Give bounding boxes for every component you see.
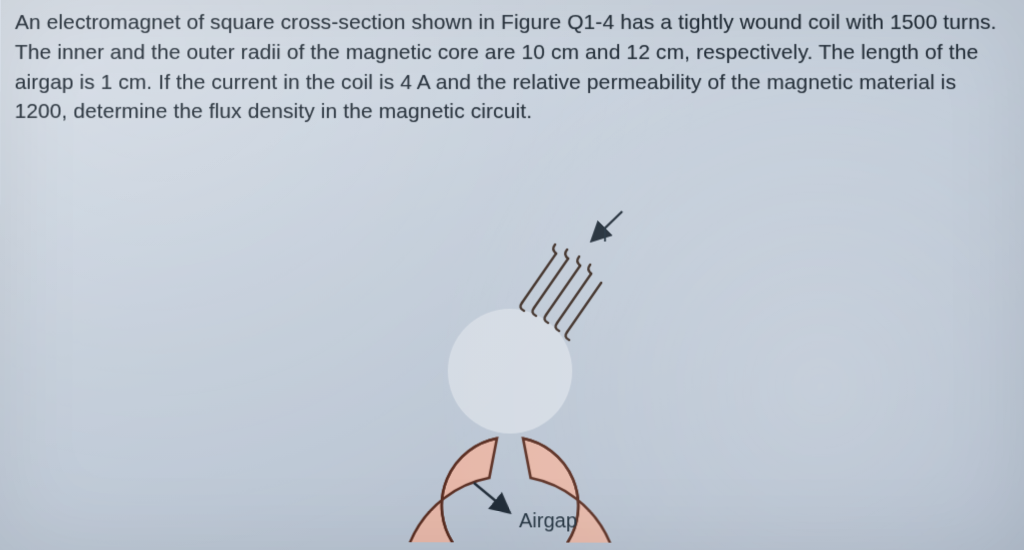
current-label: I: [602, 224, 608, 247]
airgap-arrow: [474, 483, 508, 511]
problem-statement: An electromagnet of square cross-section…: [15, 8, 1012, 128]
page: An electromagnet of square cross-section…: [0, 0, 1024, 550]
core-inner-hole: [448, 309, 572, 434]
electromagnet-diagram: [339, 195, 701, 543]
figure-container: I Airgap: [339, 195, 701, 543]
magnetic-core: [401, 438, 618, 543]
airgap-label: Airgap: [519, 510, 577, 533]
